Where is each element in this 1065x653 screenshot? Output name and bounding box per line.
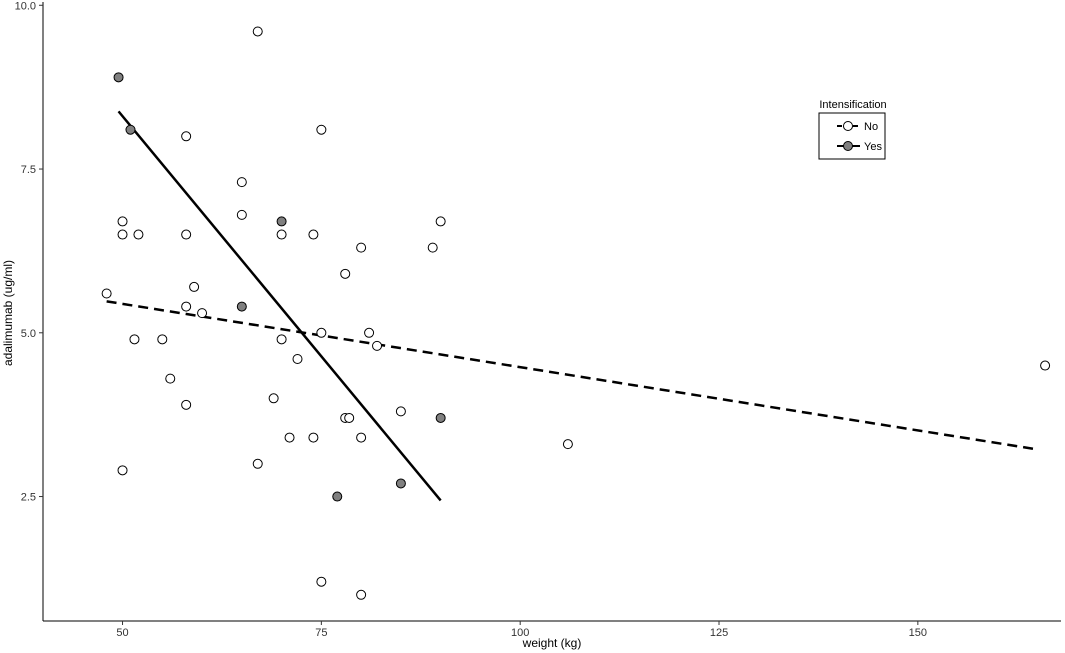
point-no — [562, 439, 573, 450]
points-layer — [101, 26, 1051, 600]
point-no — [268, 393, 279, 404]
point-no — [181, 399, 192, 410]
point-no — [308, 432, 319, 443]
point-no — [197, 308, 208, 319]
point-yes — [236, 301, 247, 312]
y-tick-label: 5.0 — [21, 328, 36, 340]
point-no — [252, 458, 263, 469]
fit-line-yes — [117, 110, 442, 502]
point-no — [344, 412, 355, 423]
point-no — [157, 334, 168, 345]
fit-line-no — [106, 300, 1038, 451]
point-no — [117, 216, 128, 227]
y-tick-label: 2.5 — [21, 492, 36, 504]
point-yes — [395, 478, 406, 489]
point-no — [181, 301, 192, 312]
point-no — [292, 353, 303, 364]
point-no — [316, 576, 327, 587]
point-no — [364, 327, 375, 338]
point-no — [1040, 360, 1051, 371]
point-yes — [435, 412, 446, 423]
point-no — [181, 131, 192, 142]
point-no — [372, 340, 383, 351]
point-no — [165, 373, 176, 384]
x-tick-label: 150 — [909, 627, 927, 639]
legend-box — [818, 112, 886, 160]
point-no — [395, 406, 406, 417]
point-no — [236, 177, 247, 188]
fit-lines-layer — [106, 110, 1038, 502]
point-no — [316, 124, 327, 135]
point-no — [117, 465, 128, 476]
point-no — [276, 334, 287, 345]
x-tick-label: 100 — [511, 627, 529, 639]
legend-marker-yes — [843, 141, 853, 151]
point-no — [117, 229, 128, 240]
axes-layer: 2.5 5.0 7.5 10.0 50 75 100 125 150 — [15, 0, 1061, 639]
legend: Intensification No Yes — [818, 99, 887, 160]
point-no — [252, 26, 263, 37]
point-no — [284, 432, 295, 443]
point-no — [181, 229, 192, 240]
point-yes — [125, 124, 136, 135]
point-no — [129, 334, 140, 345]
x-tick-label: 75 — [315, 627, 327, 639]
point-no — [340, 268, 351, 279]
point-no — [356, 589, 367, 600]
x-tick-label: 50 — [116, 627, 128, 639]
legend-label-yes: Yes — [864, 141, 882, 153]
point-no — [356, 432, 367, 443]
x-tick-label: 125 — [710, 627, 728, 639]
legend-label-no: No — [864, 121, 878, 133]
point-no — [316, 327, 327, 338]
point-no — [189, 281, 200, 292]
y-tick-label: 10.0 — [15, 0, 36, 12]
x-axis-title: weight (kg) — [522, 636, 582, 650]
point-no — [101, 288, 112, 299]
point-no — [308, 229, 319, 240]
y-axis-title: adalimumab (ug/ml) — [1, 260, 15, 366]
y-tick-label: 7.5 — [21, 164, 36, 176]
point-yes — [276, 216, 287, 227]
point-no — [356, 242, 367, 253]
point-no — [276, 229, 287, 240]
legend-marker-no — [843, 121, 853, 131]
point-no — [435, 216, 446, 227]
point-no — [133, 229, 144, 240]
point-yes — [332, 491, 343, 502]
legend-title: Intensification — [819, 99, 886, 111]
point-yes — [113, 72, 124, 83]
point-no — [427, 242, 438, 253]
point-no — [236, 209, 247, 220]
